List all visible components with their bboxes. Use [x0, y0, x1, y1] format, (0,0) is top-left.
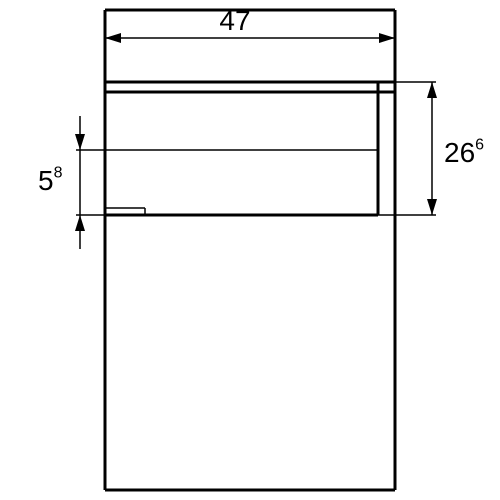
dim-height: 266 — [444, 136, 484, 168]
technical-drawing: 47 266 58 — [0, 0, 500, 500]
dim-width: 47 — [219, 5, 250, 36]
dim-offset: 58 — [38, 164, 63, 196]
